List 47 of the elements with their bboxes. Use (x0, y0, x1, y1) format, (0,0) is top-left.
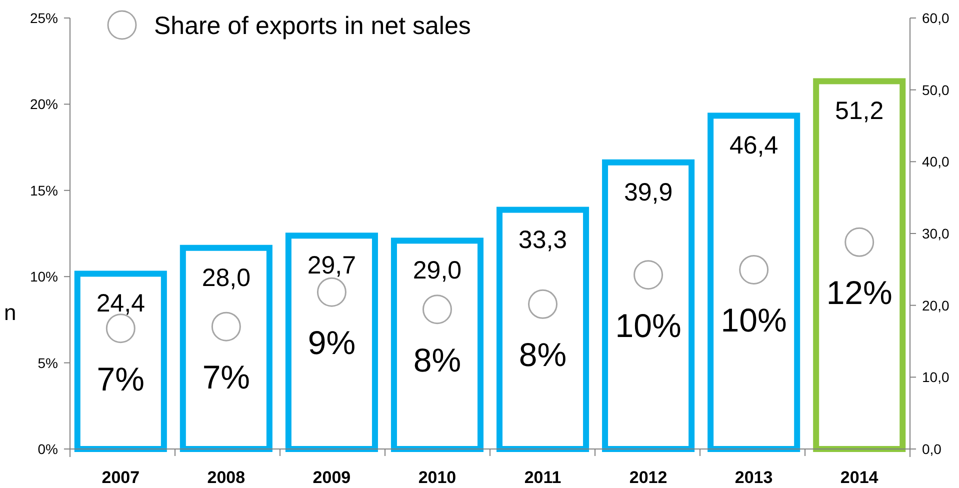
x-tick-label: 2010 (418, 468, 456, 487)
y2-tick-label: 20,0 (922, 297, 950, 314)
point (844, 227, 874, 257)
data-label: 24,4 (96, 290, 146, 318)
x-tick-label: 2012 (629, 468, 668, 487)
y2-tick-label: 40,0 (922, 154, 950, 170)
data-label: 9% (308, 324, 356, 362)
data-label: 10% (615, 306, 682, 344)
data-label: 7% (202, 358, 250, 396)
point (316, 277, 346, 307)
point (211, 312, 241, 342)
data-label: 7% (96, 360, 145, 398)
y-tick-label: 0% (38, 441, 58, 457)
y-axis-title: n (4, 300, 16, 325)
y2-tick-label: 60,0 (922, 10, 950, 26)
data-label: 39,9 (624, 178, 673, 206)
y-tick-label: 15% (30, 182, 58, 198)
data-label: 29,7 (307, 252, 356, 280)
data-label: 51,2 (835, 97, 884, 126)
data-label: 46,4 (729, 132, 778, 160)
y-tick-label: 5% (38, 354, 58, 371)
y2-tick-label: 10,0 (922, 369, 950, 386)
point (739, 254, 769, 284)
data-label: 28,0 (202, 264, 251, 292)
data-label: 33,3 (518, 226, 568, 254)
data-label: 8% (518, 336, 567, 374)
y-tick-label: 20% (30, 96, 58, 112)
y-tick-label: 25% (30, 10, 58, 26)
data-label: 29,0 (412, 256, 462, 285)
point (106, 314, 136, 344)
y-tick-label: 10% (30, 268, 58, 285)
data-label: 8% (413, 341, 462, 378)
x-tick-label: 2009 (312, 468, 351, 487)
data-label: 10% (720, 302, 787, 339)
x-tick-label: 2007 (102, 468, 140, 487)
x-tick-label: 2011 (524, 468, 562, 487)
y2-tick-label: 50,0 (922, 82, 950, 98)
data-label: 12% (826, 274, 892, 312)
y2-tick-label: 0,0 (922, 441, 942, 457)
point (528, 289, 558, 319)
point (634, 260, 664, 290)
legend-label: Share of exports in net sales (154, 12, 471, 40)
x-tick-label: 2014 (840, 468, 879, 487)
y2-tick-label: 30,0 (922, 226, 950, 242)
x-tick-label: 2008 (207, 468, 246, 487)
point (422, 294, 452, 324)
x-tick-label: 2013 (734, 468, 773, 487)
